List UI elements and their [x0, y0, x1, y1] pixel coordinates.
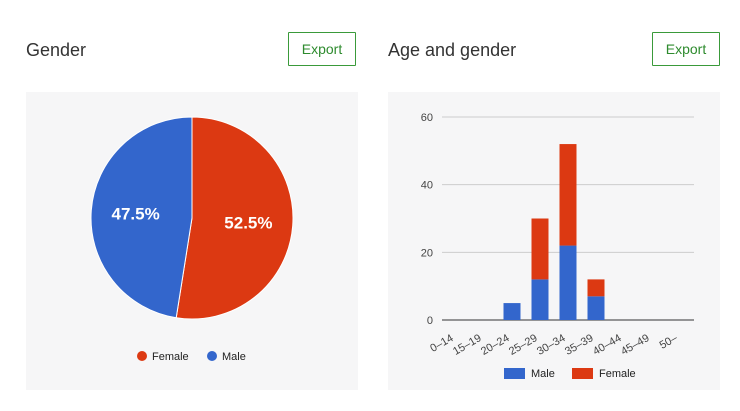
- pie-legend-label-female: Female: [152, 351, 189, 363]
- bar-male-25-29[interactable]: [531, 279, 549, 320]
- bar-female-25-29[interactable]: [531, 218, 549, 280]
- bar-legend-label-male: Male: [531, 368, 555, 380]
- pie-slice-male[interactable]: [90, 116, 193, 319]
- pie-label-male: 47.5%: [112, 205, 160, 224]
- age-gender-panel-title: Age and gender: [388, 40, 517, 60]
- y-tick-label: 40: [421, 180, 433, 192]
- bar-male-35-39[interactable]: [587, 296, 605, 320]
- bar-female-35-39[interactable]: [587, 279, 605, 297]
- pie-legend-swatch-male: [207, 351, 217, 361]
- y-tick-label: 60: [421, 112, 433, 124]
- x-tick-label: 20–24: [479, 332, 511, 358]
- x-tick-label: 40–44: [591, 332, 623, 358]
- age-gender-bar-chart: 0 20 40 60 0–1415–1920–2425–2930–3435–3940–…: [421, 112, 694, 380]
- x-tick-label: 50–: [658, 332, 681, 352]
- gender-export-button[interactable]: Export: [288, 32, 356, 66]
- gender-chart-card: 52.5% 47.5% Female Male: [26, 92, 358, 390]
- pie-legend-swatch-female: [137, 351, 147, 361]
- bar-female-30-34[interactable]: [559, 144, 577, 246]
- bar-legend-swatch-male: [504, 368, 525, 379]
- y-tick-label: 20: [421, 247, 433, 259]
- age-gender-export-button[interactable]: Export: [652, 32, 720, 66]
- gender-panel-title: Gender: [26, 40, 87, 60]
- x-tick-label: 15–19: [451, 332, 483, 358]
- pie-slice-female[interactable]: [175, 116, 294, 320]
- pie-label-female: 52.5%: [224, 213, 272, 232]
- age-gender-chart-card: 0 20 40 60 0–14 15–19 20–24 25–29 30–34 35–39 40–…: [388, 92, 720, 390]
- bar-male-20-24[interactable]: [503, 303, 521, 320]
- gender-pie-chart: 52.5% 47.5% Female Male: [90, 116, 294, 363]
- x-tick-label: 35–39: [563, 332, 595, 358]
- y-tick-label: 0: [427, 315, 433, 327]
- x-tick-label: 25–29: [507, 332, 539, 358]
- x-tick-label: 0–14: [428, 332, 455, 355]
- bar-male-30-34[interactable]: [559, 245, 577, 320]
- bar-legend-label-female: Female: [599, 368, 636, 380]
- bar-legend-swatch-female: [572, 368, 593, 379]
- x-tick-label: 45–49: [619, 332, 651, 358]
- x-tick-label: 30–34: [535, 332, 567, 358]
- pie-legend-label-male: Male: [222, 351, 246, 363]
